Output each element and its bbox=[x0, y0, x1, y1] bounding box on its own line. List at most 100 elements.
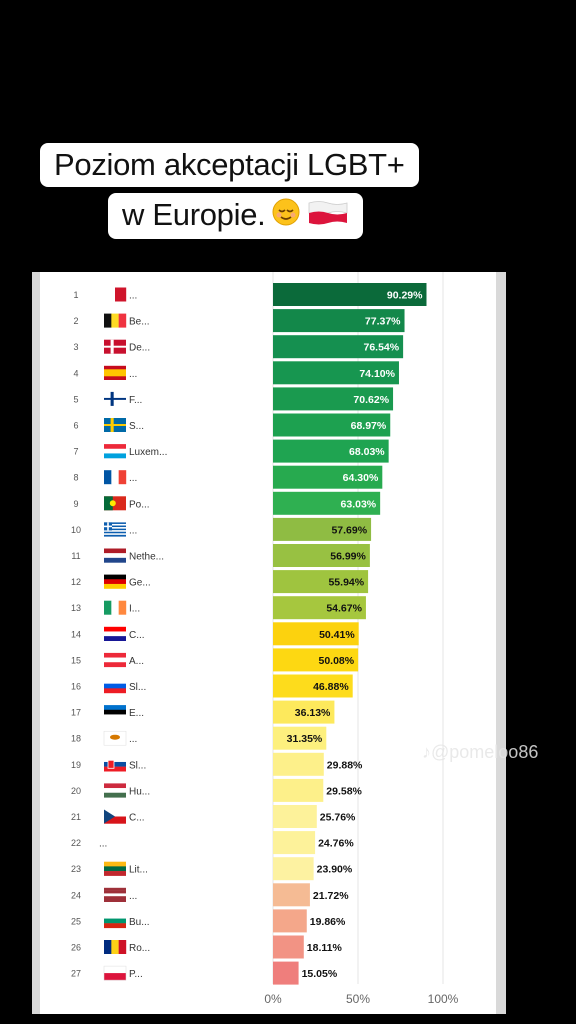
country-label: De... bbox=[129, 343, 150, 354]
value-label: 68.03% bbox=[349, 446, 385, 458]
bar bbox=[273, 517, 372, 541]
value-label: 56.99% bbox=[330, 551, 366, 563]
chart-panel: 1... 90.29% 2 Be... 77.37% 3 De... 76.54% 4... 74… bbox=[32, 272, 506, 1014]
country-label: P... bbox=[129, 969, 143, 980]
value-label: 36.13% bbox=[295, 707, 331, 719]
rank-label: 8 bbox=[73, 473, 78, 483]
value-label: 54.67% bbox=[326, 603, 362, 615]
rank-label: 7 bbox=[73, 447, 78, 457]
country-label: F... bbox=[129, 395, 142, 406]
rank-label: 12 bbox=[71, 577, 81, 587]
watermark: ♪@pomeloo86 bbox=[422, 742, 538, 763]
rank-label: 14 bbox=[71, 629, 81, 639]
france-flag-icon bbox=[104, 470, 127, 485]
tiktok-icon: ♪ bbox=[422, 742, 431, 762]
rank-label: 1 bbox=[73, 290, 78, 300]
bar bbox=[273, 413, 391, 437]
rank-label: 9 bbox=[73, 499, 78, 509]
rank-label: 20 bbox=[71, 786, 81, 796]
value-label: 46.88% bbox=[313, 681, 349, 693]
romania-flag-icon bbox=[104, 940, 127, 954]
value-label: 21.72% bbox=[313, 890, 349, 902]
rank-label: 3 bbox=[73, 342, 78, 352]
country-label: ... bbox=[129, 369, 137, 380]
cyprus-flag-icon bbox=[103, 730, 127, 746]
value-label: 29.88% bbox=[327, 759, 363, 771]
bar bbox=[273, 883, 310, 907]
bar bbox=[273, 283, 427, 306]
bar bbox=[273, 361, 399, 385]
value-label: 74.10% bbox=[359, 368, 395, 380]
bar bbox=[273, 544, 370, 567]
rank-label: 6 bbox=[73, 421, 78, 431]
bar bbox=[273, 465, 383, 489]
value-label: 70.62% bbox=[353, 394, 389, 406]
country-label: Ge... bbox=[129, 578, 151, 589]
finland-flag-icon bbox=[104, 391, 126, 406]
country-label: Luxem... bbox=[129, 447, 167, 458]
belgium-flag-icon bbox=[104, 313, 127, 328]
x-tick-label: 50% bbox=[346, 992, 370, 1006]
country-label: A... bbox=[129, 656, 144, 667]
bar bbox=[273, 309, 405, 333]
portugal-flag-icon bbox=[104, 496, 126, 511]
value-label: 29.58% bbox=[326, 785, 362, 797]
value-label: 24.76% bbox=[318, 838, 354, 850]
country-label: ... bbox=[129, 525, 137, 536]
value-label: 55.94% bbox=[328, 577, 364, 589]
relieved-face-icon bbox=[271, 195, 301, 239]
country-label: ... bbox=[129, 291, 137, 302]
rank-label: 25 bbox=[71, 916, 81, 926]
bar bbox=[273, 805, 317, 828]
rank-label: 21 bbox=[71, 812, 81, 822]
bar bbox=[273, 909, 307, 933]
lithuania-flag-icon bbox=[104, 861, 126, 876]
bar bbox=[273, 387, 394, 411]
netherlands-flag-icon bbox=[104, 548, 126, 563]
value-label: 50.08% bbox=[319, 655, 355, 667]
country-label: Be... bbox=[129, 317, 150, 328]
bulgaria-flag-icon bbox=[104, 913, 126, 929]
bar bbox=[273, 648, 359, 672]
bar bbox=[273, 935, 304, 959]
value-label: 68.97% bbox=[351, 420, 387, 432]
poland-flag-icon bbox=[307, 195, 349, 239]
greece-flag-icon bbox=[104, 522, 126, 537]
bar bbox=[273, 831, 316, 855]
bar bbox=[273, 700, 335, 724]
sweden-flag-icon bbox=[104, 418, 126, 432]
bar bbox=[273, 752, 324, 776]
rank-label: 11 bbox=[71, 551, 80, 561]
x-tick-label: 100% bbox=[428, 992, 459, 1006]
bar bbox=[273, 491, 381, 515]
watermark-text: @pomeloo86 bbox=[431, 742, 539, 762]
rank-label: 27 bbox=[71, 969, 81, 979]
value-label: 18.11% bbox=[307, 942, 343, 954]
bar bbox=[273, 726, 327, 750]
title-line-2: w Europie. bbox=[108, 193, 364, 239]
estonia-flag-icon bbox=[104, 705, 126, 720]
slovakia-flag-icon bbox=[104, 757, 126, 772]
spain-flag-icon bbox=[104, 365, 126, 380]
latvia-flag-icon bbox=[104, 887, 126, 902]
country-label: Sl... bbox=[129, 682, 146, 693]
bar-chart: 1... 90.29%2 Be... 77.37%3 De... 76.54%4... 74… bbox=[71, 272, 459, 1006]
germany-flag-icon bbox=[104, 574, 126, 589]
rank-label: 4 bbox=[73, 368, 78, 378]
x-tick-label: 0% bbox=[264, 992, 282, 1006]
country-label: ... bbox=[129, 891, 137, 902]
value-label: 77.37% bbox=[365, 316, 401, 328]
value-label: 90.29% bbox=[387, 290, 423, 302]
czechia-flag-icon bbox=[104, 809, 126, 824]
title-text-2: w Europie. bbox=[122, 197, 266, 232]
rank-label: 15 bbox=[71, 655, 81, 665]
value-label: 63.03% bbox=[341, 498, 377, 510]
country-label: Bu... bbox=[129, 917, 150, 928]
country-label: Po... bbox=[129, 499, 150, 510]
title-line-1: Poziom akceptacji LGBT+ bbox=[40, 143, 419, 187]
croatia-flag-icon bbox=[104, 626, 126, 641]
rank-label: 16 bbox=[71, 682, 81, 692]
country-label: C... bbox=[129, 630, 145, 641]
denmark-flag-icon bbox=[104, 339, 126, 354]
rank-label: 2 bbox=[73, 316, 78, 326]
